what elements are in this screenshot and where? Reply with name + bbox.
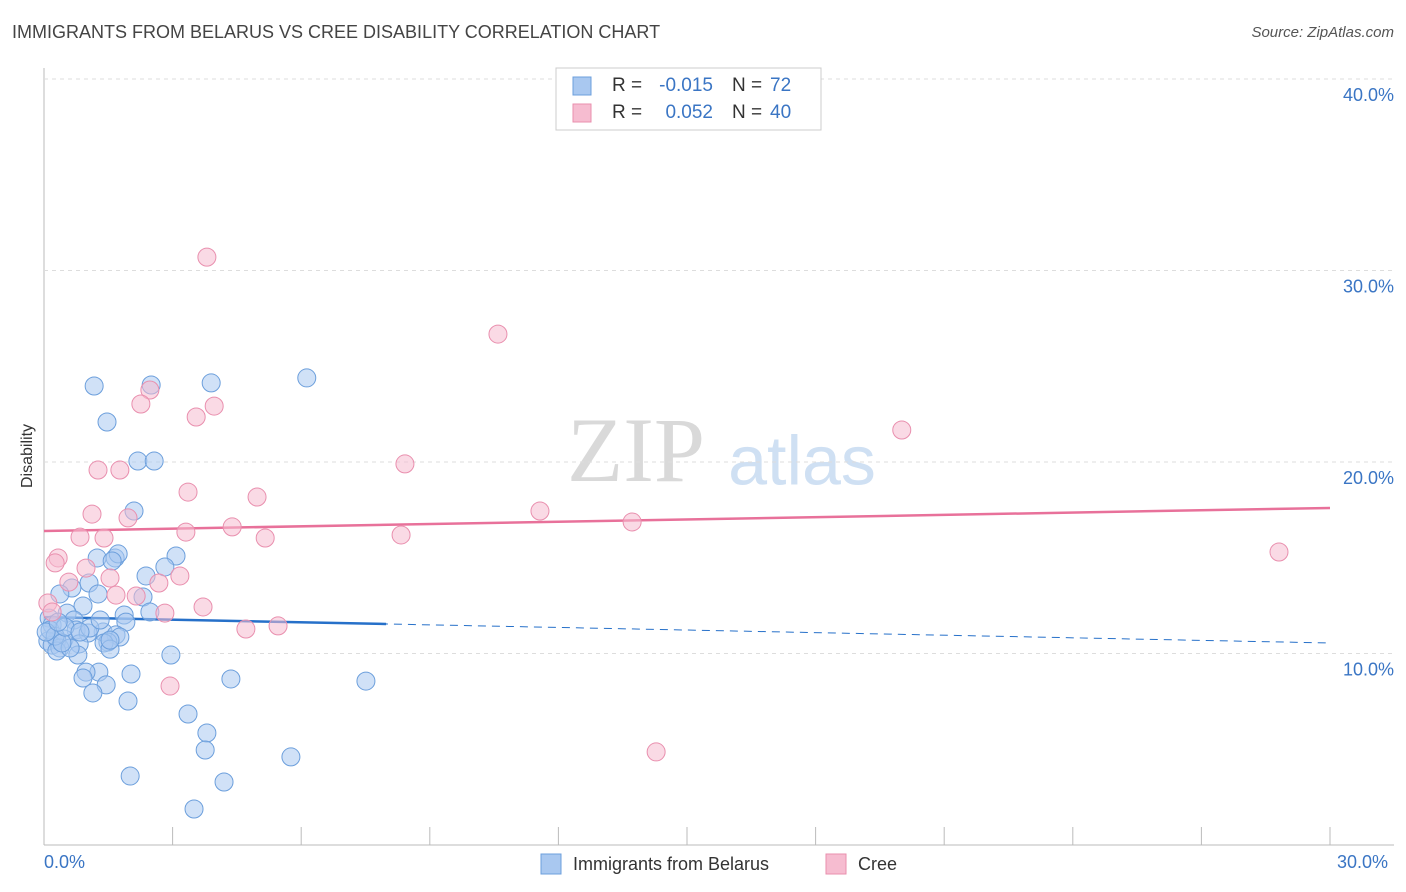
- point: [255, 528, 275, 548]
- stats-box: R = -0.015 N = 72 R = 0.052 N = 40: [555, 67, 822, 131]
- points: [36, 247, 1289, 819]
- point: [161, 645, 181, 665]
- point: [236, 619, 256, 639]
- watermark: ZIP: [567, 399, 705, 501]
- point: [170, 566, 190, 586]
- point: [195, 740, 215, 760]
- stats-swatch: [572, 103, 592, 123]
- point: [45, 553, 65, 573]
- point: [144, 451, 164, 471]
- stats-label: N =: [732, 75, 762, 96]
- point: [197, 247, 217, 267]
- point: [131, 394, 151, 414]
- legend: Immigrants from Belarus Cree: [540, 853, 897, 875]
- point: [126, 586, 146, 606]
- point: [178, 704, 198, 724]
- point: [52, 633, 72, 653]
- point: [160, 676, 180, 696]
- stats-label: R =: [612, 102, 642, 123]
- trend-line: [43, 506, 1331, 533]
- stats-r: 0.052: [665, 102, 713, 123]
- y-axis-label: Disability: [19, 424, 36, 488]
- point: [128, 451, 148, 471]
- point: [84, 376, 104, 396]
- point: [204, 396, 224, 416]
- point: [1269, 542, 1289, 562]
- point: [214, 772, 234, 792]
- point: [118, 508, 138, 528]
- stats-n: 40: [770, 102, 791, 123]
- point: [395, 454, 415, 474]
- point: [120, 766, 140, 786]
- stats-r: -0.015: [659, 75, 713, 96]
- point: [106, 585, 126, 605]
- point: [83, 683, 103, 703]
- stats-label: R =: [612, 75, 642, 96]
- grid: 10.0% 20.0% 30.0% 40.0% 0.0% 30.0%: [43, 68, 1394, 872]
- y-tick-label: 40.0%: [1343, 85, 1394, 105]
- point: [102, 551, 122, 571]
- legend-label: Cree: [858, 854, 897, 874]
- stats-n: 72: [770, 75, 791, 96]
- point: [59, 572, 79, 592]
- y-tick-label: 10.0%: [1343, 659, 1394, 679]
- legend-swatch: [825, 853, 847, 875]
- source: Source: ZipAtlas.com: [1251, 24, 1394, 41]
- point: [488, 324, 508, 344]
- point: [892, 420, 912, 440]
- stats-label: N =: [732, 102, 762, 123]
- point: [94, 528, 114, 548]
- point: [121, 664, 141, 684]
- stats-frame: [555, 67, 822, 131]
- point: [90, 610, 110, 630]
- y-tick-label: 20.0%: [1343, 468, 1394, 488]
- y-tick-label: 30.0%: [1343, 276, 1394, 296]
- point: [76, 558, 96, 578]
- point: [221, 669, 241, 689]
- point: [100, 630, 120, 650]
- point: [222, 517, 242, 537]
- point: [176, 522, 196, 542]
- point: [70, 622, 90, 642]
- point: [391, 525, 411, 545]
- point: [118, 691, 138, 711]
- point: [197, 723, 217, 743]
- point: [88, 460, 108, 480]
- point: [88, 584, 108, 604]
- point: [356, 671, 376, 691]
- point: [281, 747, 301, 767]
- x-tick-label: 30.0%: [1337, 852, 1388, 872]
- point: [247, 487, 267, 507]
- point: [73, 596, 93, 616]
- point: [184, 799, 204, 819]
- point: [622, 512, 642, 532]
- point: [97, 412, 117, 432]
- legend-label: Immigrants from Belarus: [573, 854, 769, 874]
- point: [73, 668, 93, 688]
- point: [70, 527, 90, 547]
- point: [140, 380, 160, 400]
- point: [82, 504, 102, 524]
- point: [646, 742, 666, 762]
- legend-swatch: [540, 853, 562, 875]
- point: [297, 368, 317, 388]
- point: [155, 603, 175, 623]
- point: [268, 616, 288, 636]
- point: [201, 373, 221, 393]
- x-tick-label: 0.0%: [44, 852, 85, 872]
- point: [110, 460, 130, 480]
- point: [100, 568, 120, 588]
- point: [42, 602, 62, 622]
- point: [149, 573, 169, 593]
- stats-swatch: [572, 76, 592, 96]
- point: [178, 482, 198, 502]
- watermark: atlas: [728, 421, 876, 499]
- point: [193, 597, 213, 617]
- chart-title: IMMIGRANTS FROM BELARUS VS CREE DISABILI…: [12, 22, 660, 42]
- point: [186, 407, 206, 427]
- point: [530, 501, 550, 521]
